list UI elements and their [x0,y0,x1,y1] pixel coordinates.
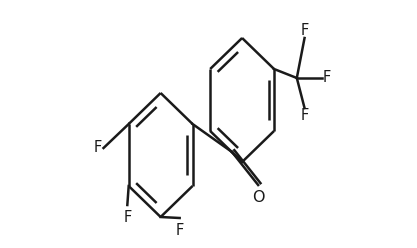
Text: O: O [252,190,264,205]
Text: F: F [300,23,309,38]
Text: F: F [322,70,331,86]
Text: F: F [123,210,131,225]
Text: F: F [176,223,184,238]
Text: F: F [300,108,309,123]
Text: F: F [94,141,102,155]
